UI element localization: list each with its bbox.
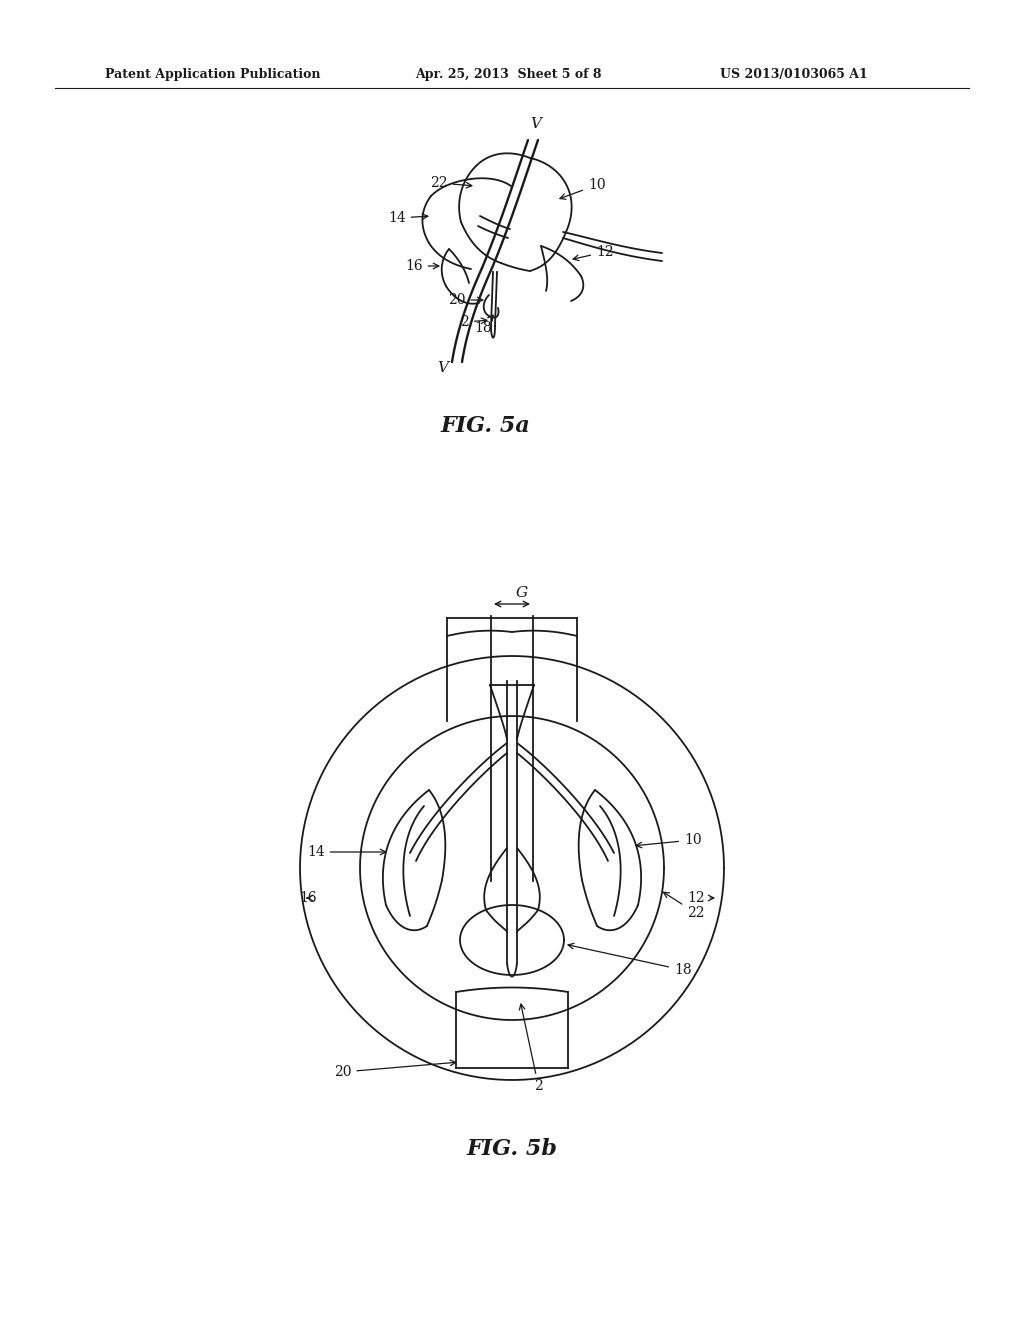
Text: 12: 12 (687, 891, 714, 906)
Text: 10: 10 (636, 833, 701, 847)
Text: 14: 14 (388, 211, 428, 224)
Text: US 2013/0103065 A1: US 2013/0103065 A1 (720, 69, 867, 81)
Text: 12: 12 (573, 246, 613, 260)
Text: 20: 20 (334, 1060, 456, 1078)
Text: Patent Application Publication: Patent Application Publication (105, 69, 321, 81)
Text: 2: 2 (460, 315, 486, 329)
Text: V: V (530, 117, 541, 131)
Text: 20: 20 (449, 293, 483, 308)
Text: V: V (437, 360, 449, 375)
Text: 2: 2 (519, 1005, 543, 1093)
Text: FIG. 5a: FIG. 5a (440, 414, 529, 437)
Text: 16: 16 (299, 891, 316, 906)
Text: 22: 22 (664, 892, 705, 920)
Text: 18: 18 (568, 944, 691, 977)
Text: G: G (516, 586, 528, 601)
Text: 16: 16 (406, 259, 439, 273)
Text: 18: 18 (474, 315, 494, 335)
Text: Apr. 25, 2013  Sheet 5 of 8: Apr. 25, 2013 Sheet 5 of 8 (415, 69, 601, 81)
Text: 22: 22 (430, 176, 472, 190)
Text: 14: 14 (307, 845, 386, 859)
Text: FIG. 5b: FIG. 5b (467, 1138, 557, 1160)
Text: 10: 10 (560, 178, 605, 199)
